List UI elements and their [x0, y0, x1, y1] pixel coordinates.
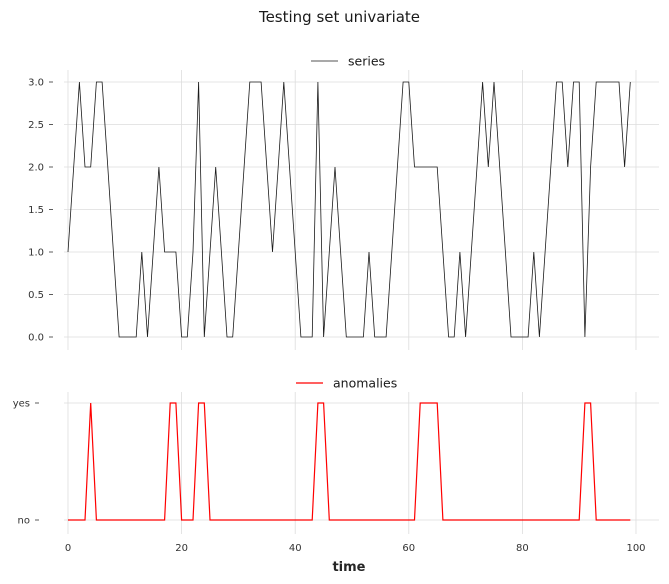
anomalies-line — [68, 402, 631, 521]
top-panel-y-ticks: 0.0 0.5 1.0 1.5 2.0 2.5 3.0 — [28, 78, 53, 344]
svg-text:80: 80 — [516, 543, 529, 554]
top-legend: series — [311, 54, 385, 69]
x-axis-label: time — [332, 560, 365, 575]
bottom-panel-y-ticks: no yes — [13, 399, 39, 527]
svg-text:0.0: 0.0 — [28, 333, 44, 344]
legend-anomalies-label: anomalies — [333, 376, 397, 391]
svg-text:3.0: 3.0 — [28, 78, 44, 89]
svg-text:2.5: 2.5 — [28, 120, 44, 131]
svg-text:0: 0 — [65, 543, 71, 554]
svg-text:1.0: 1.0 — [28, 248, 44, 259]
svg-text:yes: yes — [13, 399, 30, 410]
svg-text:0.5: 0.5 — [28, 290, 44, 301]
bottom-legend: anomalies — [296, 376, 397, 391]
svg-text:20: 20 — [175, 543, 188, 554]
svg-text:60: 60 — [402, 543, 415, 554]
legend-series-label: series — [348, 54, 385, 69]
bottom-panel-x-ticks: 0 20 40 60 80 100 — [65, 543, 646, 554]
top-panel-grid — [64, 70, 659, 350]
series-line — [67, 81, 631, 338]
svg-text:1.5: 1.5 — [28, 205, 44, 216]
svg-text:100: 100 — [626, 543, 645, 554]
svg-text:no: no — [18, 516, 30, 527]
bottom-panel-grid — [64, 392, 659, 534]
svg-text:40: 40 — [289, 543, 302, 554]
svg-text:2.0: 2.0 — [28, 163, 44, 174]
figure-title: Testing set univariate — [258, 8, 421, 26]
